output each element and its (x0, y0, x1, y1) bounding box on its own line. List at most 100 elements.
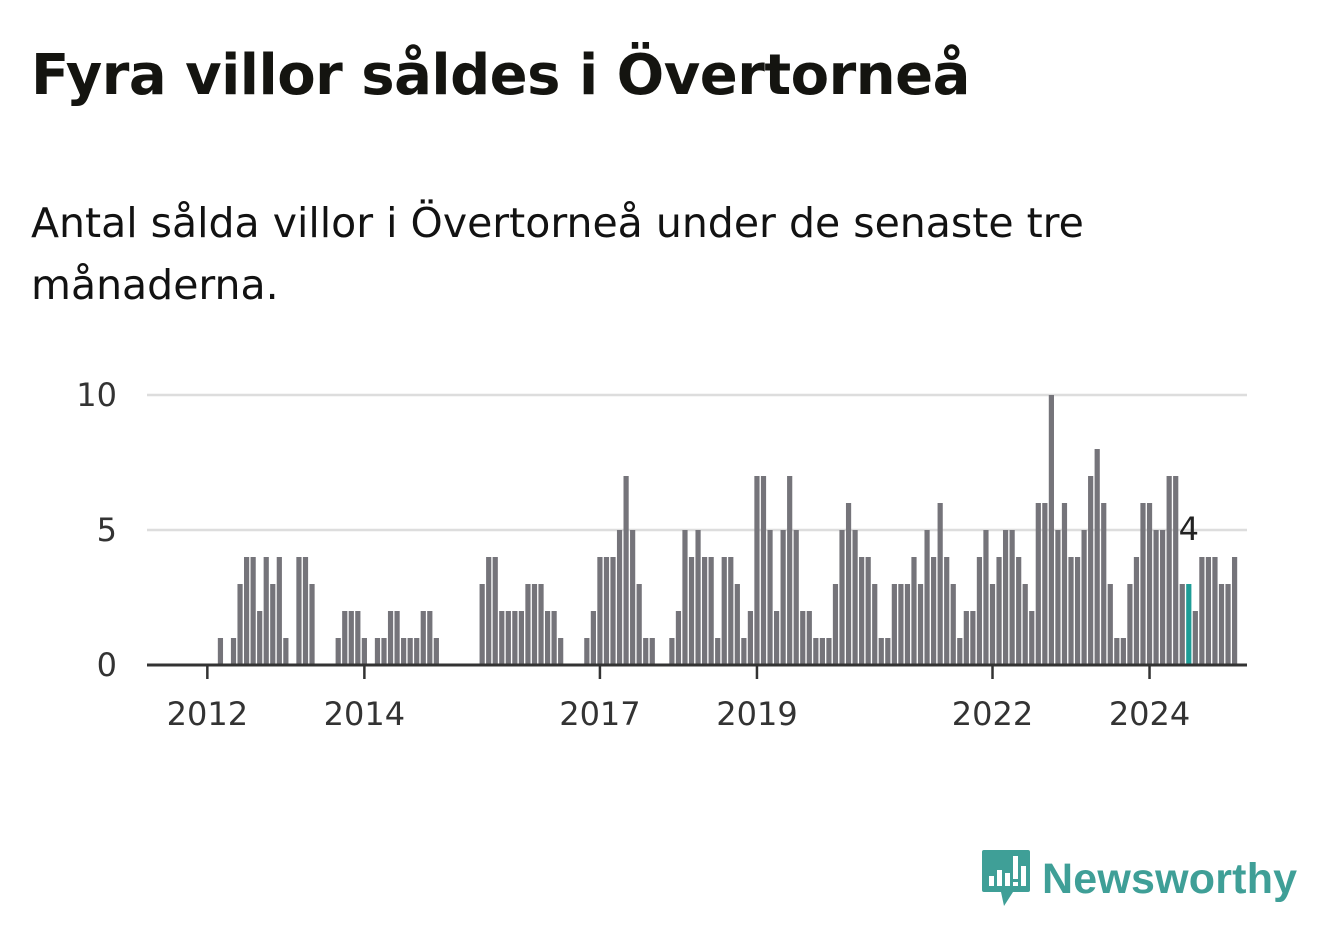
bar (1068, 557, 1074, 665)
bar (263, 557, 269, 665)
bar (669, 638, 675, 665)
bar (433, 638, 439, 665)
gridlines (147, 393, 1247, 532)
bar (682, 530, 688, 665)
bar (963, 611, 969, 665)
bar (1048, 395, 1054, 665)
bar (335, 638, 341, 665)
bar (1101, 503, 1107, 665)
bar (904, 584, 911, 665)
bar (773, 611, 780, 665)
bar (793, 530, 799, 665)
bar (1127, 584, 1133, 665)
bar (983, 530, 989, 665)
bar (839, 530, 845, 665)
bar (728, 557, 734, 665)
bar (1094, 449, 1100, 665)
x-tick-label: 2017 (559, 695, 640, 733)
bar (1035, 503, 1041, 665)
bar (1055, 530, 1061, 665)
bar (420, 611, 426, 665)
bar (558, 638, 564, 665)
bar (302, 557, 309, 665)
bar-chart-speech-bubble-icon (982, 850, 1030, 906)
y-tick-label: 10 (76, 376, 117, 414)
bar (584, 638, 590, 665)
bar (702, 557, 708, 665)
bar (1107, 584, 1113, 665)
bar (499, 611, 505, 665)
bar (708, 557, 714, 665)
bar (911, 557, 917, 665)
bar (878, 638, 884, 665)
bar (806, 611, 812, 665)
bar (715, 638, 721, 665)
bar (845, 503, 852, 665)
bar (492, 557, 498, 665)
bar (989, 584, 996, 665)
bar (551, 611, 557, 665)
bar (754, 476, 760, 665)
bar (924, 530, 930, 665)
newsworthy-logo: Newsworthy (980, 848, 1297, 910)
bar (1140, 503, 1146, 665)
bar (1153, 530, 1159, 665)
x-tick-label: 2014 (324, 695, 405, 733)
bar (747, 611, 754, 665)
bar (1042, 503, 1048, 665)
axis-labels: 0 5 10 2012 2014 2017 2019 2022 2024 4 (76, 376, 1199, 733)
bar (270, 584, 276, 665)
bar (970, 611, 976, 665)
bar (636, 584, 642, 665)
bar (826, 638, 832, 665)
bar (217, 638, 224, 665)
x-tick-label: 2012 (167, 695, 248, 733)
bar (800, 611, 806, 665)
bar (407, 638, 413, 665)
chart-subtitle: Antal sålda villor i Övertorneå under de… (31, 199, 1084, 309)
bar (787, 476, 793, 665)
bar (374, 638, 381, 665)
bar (597, 557, 603, 665)
x-axis (147, 663, 1247, 679)
bar (505, 611, 511, 665)
bar (976, 557, 983, 665)
bar (649, 638, 655, 665)
bar (387, 611, 394, 665)
bar (342, 611, 348, 665)
bar (630, 530, 636, 665)
bar (414, 638, 420, 665)
bar (1088, 476, 1094, 665)
bar (1002, 530, 1009, 665)
bar (276, 557, 282, 665)
bar (819, 638, 825, 665)
bar (616, 530, 623, 665)
bar (1029, 611, 1035, 665)
bar (872, 584, 878, 665)
bar (544, 611, 551, 665)
bar (1022, 584, 1028, 665)
bar (512, 611, 518, 665)
bar (859, 557, 865, 665)
bar (852, 530, 858, 665)
bar (283, 638, 289, 665)
bar (1212, 557, 1218, 665)
bar (623, 476, 629, 665)
bar (237, 584, 243, 665)
bar (1133, 557, 1140, 665)
bar (296, 557, 302, 665)
bar (538, 584, 544, 665)
x-tick-label: 2024 (1109, 695, 1190, 733)
bar (1179, 584, 1185, 665)
bar (603, 557, 610, 665)
bar (1205, 557, 1212, 665)
bar (1120, 638, 1126, 665)
brand-name: Newsworthy (1042, 854, 1298, 903)
bar (1173, 476, 1179, 665)
bar (1074, 557, 1081, 665)
bar (996, 557, 1002, 665)
bar (1114, 638, 1120, 665)
bar (348, 611, 354, 665)
bar (944, 557, 950, 665)
